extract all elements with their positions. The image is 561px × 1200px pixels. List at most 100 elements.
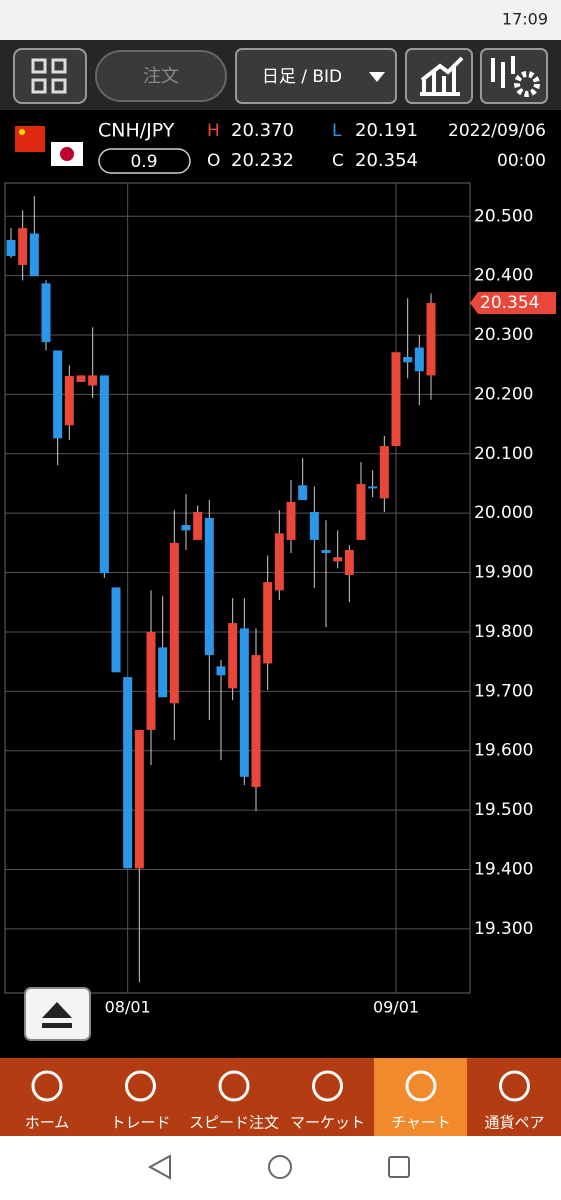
plot-area [4,182,471,994]
nav-icon [125,1070,156,1102]
candle-body [169,542,179,704]
y-tick-label: 20.300 [474,325,533,345]
candle-body [123,677,133,869]
nav-icon [31,1070,63,1102]
candle-body [356,484,366,540]
candle-body [368,486,378,489]
last-price-label: 20.354 [480,293,539,313]
system-nav [0,1136,561,1200]
high-label: H [207,121,220,141]
candle-body [309,511,319,540]
home-button[interactable] [268,1155,292,1179]
candle-body [64,375,74,426]
y-tick-label: 20.200 [474,384,533,404]
y-tick-label: 20.500 [474,206,533,226]
low-value: 20.191 [355,120,418,141]
candle-body [286,501,296,540]
eject-icon [42,1002,72,1028]
candle-body [251,655,261,787]
pair-name: CNH/JPY [98,120,175,142]
candle-body [403,356,413,363]
grid-icon [31,58,67,94]
candle-body [134,729,144,869]
quote-time: 00:00 [497,151,546,171]
nav-label[interactable]: マーケット [290,1114,365,1132]
last-price-tag [470,291,556,314]
y-tick-label: 19.900 [474,563,533,583]
flag-sun [60,147,74,161]
candle-body [204,517,214,656]
order-button[interactable] [95,50,227,102]
nav-icon [218,1070,250,1102]
flag-star [19,129,25,135]
close-value: 20.354 [355,150,418,171]
candle-body [426,302,436,376]
recents-button[interactable] [388,1156,410,1178]
candle-body [216,666,226,676]
indicator-icon [420,56,464,96]
close-label: C [332,151,344,171]
open-label: O [207,151,220,171]
candle-body [321,549,331,553]
spread: 0.9 [130,152,157,172]
period-label: 日足 / BID [262,67,342,87]
candle-body [193,511,203,540]
candle-body [41,283,51,343]
candle-body [181,525,191,531]
nav-icon [499,1070,530,1102]
back-button[interactable] [147,1154,171,1180]
flag-cn [15,126,45,152]
candle-body [29,233,39,277]
gear-icon [514,71,540,97]
quote-date: 2022/09/06 [448,121,546,141]
high-value: 20.370 [231,120,294,141]
y-tick-label: 20.400 [474,266,533,286]
candle-body [18,228,28,265]
candle-body [239,628,249,777]
y-tick-label: 20.100 [474,444,533,464]
candle-body [6,240,16,257]
y-tick-label: 19.300 [474,919,533,939]
y-tick-label: 19.700 [474,681,533,701]
settings-icon [491,56,515,88]
candle-body [263,582,273,664]
menu-button[interactable] [13,48,87,104]
bottom-nav [0,1058,561,1136]
period-select[interactable] [235,48,397,104]
candle-body [379,446,389,499]
nav-label[interactable]: トレード [110,1114,170,1132]
low-label: L [332,121,342,141]
candle-body [414,347,424,372]
candle-body [228,623,238,689]
nav-label[interactable]: チャート [391,1114,451,1132]
spread-box [98,148,191,174]
dropdown-arrow [369,72,385,82]
candle-body [53,350,63,439]
y-tick-label: 19.600 [474,741,533,761]
y-tick-label: 19.500 [474,800,533,820]
candle-body [344,549,354,575]
candle-body [333,557,343,562]
x-tick-label: 09/01 [373,998,419,1017]
y-tick-label: 19.800 [474,622,533,642]
y-tick-label: 20.000 [474,503,533,523]
nav-label[interactable]: ホーム [25,1114,70,1132]
candle-body [111,587,121,673]
status-time: 17:09 [502,10,548,29]
candle-body [146,631,156,730]
nav-icon [405,1070,437,1102]
candle-body [274,533,284,591]
nav-label[interactable]: 通貨ペア [484,1114,544,1132]
candle-body [99,375,109,574]
open-value: 20.232 [231,150,294,171]
settings-button[interactable] [480,48,548,104]
candle-body [158,647,168,698]
x-tick-label: 08/01 [105,998,151,1017]
y-tick-label: 19.400 [474,859,533,879]
nav-label[interactable]: スピード注文 [189,1114,279,1132]
status-bar [0,0,561,40]
nav-icon [312,1070,343,1102]
order-label: 注文 [143,66,179,87]
candle-body [298,485,308,501]
